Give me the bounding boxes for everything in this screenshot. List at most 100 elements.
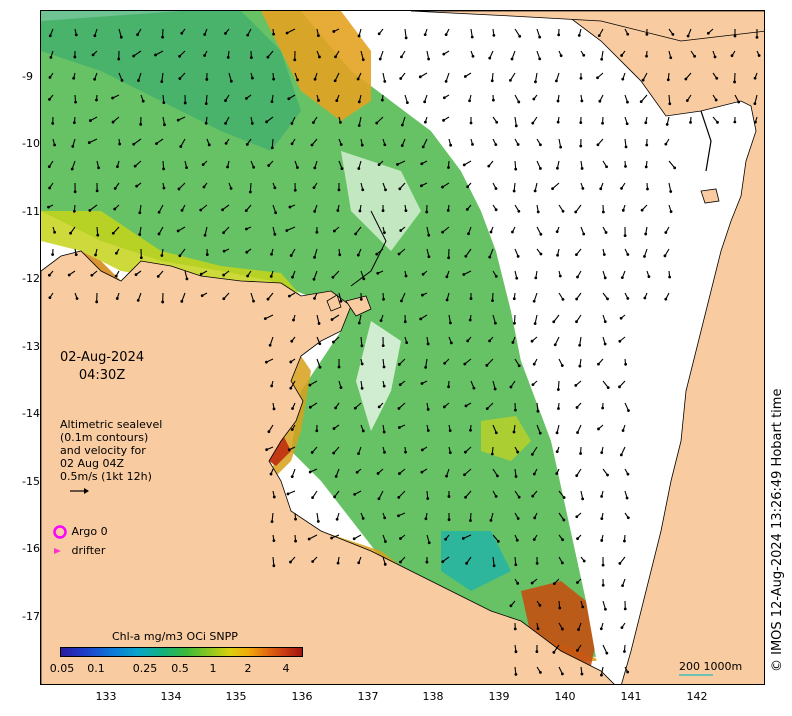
velocity-arrowhead [400, 123, 404, 127]
velocity-arrowhead [644, 121, 648, 125]
velocity-arrowhead [287, 97, 291, 101]
velocity-arrowhead [557, 407, 560, 410]
velocity-arrow [133, 138, 142, 145]
velocity-arrowhead [623, 607, 627, 611]
velocity-arrowhead [310, 143, 314, 147]
velocity-arrowhead [221, 208, 224, 212]
velocity-arrow [378, 490, 384, 499]
velocity-arrowhead [577, 33, 581, 37]
velocity-arrowhead [518, 34, 522, 38]
lon-tick-label: 133 [95, 690, 117, 703]
velocity-arrowhead [94, 253, 97, 257]
velocity-arrowhead [730, 54, 734, 58]
velocity-arrowhead [426, 342, 430, 346]
velocity-arrowhead [288, 205, 292, 209]
velocity-arrowhead [516, 517, 520, 520]
velocity-arrowhead [645, 54, 648, 58]
velocity-arrow [557, 380, 560, 390]
velocity-arrowhead [494, 187, 498, 190]
velocity-arrowhead [72, 76, 76, 80]
velocity-arrowhead [601, 121, 604, 125]
velocity-arrowhead [579, 144, 583, 148]
velocity-arrowhead [51, 253, 55, 256]
velocity-arrowhead [375, 252, 379, 256]
velocity-arrowhead [290, 122, 294, 125]
velocity-arrowhead [606, 473, 609, 477]
velocity-arrowhead [513, 321, 516, 325]
velocity-arrowhead [162, 101, 166, 104]
credit-text: © IMOS 12-Aug-2024 13:26:49 Hobart time [770, 388, 785, 672]
velocity-arrowhead [599, 627, 603, 631]
velocity-arrowhead [222, 231, 226, 235]
velocity-arrowhead [360, 344, 364, 348]
velocity-arrowhead [597, 34, 601, 38]
velocity-arrowhead [463, 450, 467, 454]
velocity-arrowhead [95, 189, 99, 193]
velocity-arrowhead [664, 142, 668, 146]
velocity-arrowhead [669, 190, 673, 193]
velocity-arrowhead [337, 188, 341, 192]
velocity-arrowhead [491, 299, 494, 303]
velocity-arrowhead [689, 120, 692, 124]
colorbar-tick-label: 4 [282, 662, 290, 675]
velocity-arrowhead [355, 470, 359, 474]
velocity-arrowhead [285, 31, 289, 35]
velocity-arrowhead [317, 99, 320, 102]
velocity-arrowhead [136, 298, 140, 302]
velocity-arrow [514, 116, 517, 126]
velocity-arrowhead [93, 77, 97, 81]
lat-tick-label: -16 [22, 542, 40, 555]
velocity-arrowhead [579, 452, 582, 455]
velocity-arrowhead [664, 231, 668, 234]
velocity-arrowhead [596, 76, 599, 80]
velocity-arrowhead [111, 96, 115, 100]
lon-tick-label: 142 [686, 690, 708, 703]
velocity-arrowhead [71, 144, 75, 148]
velocity-arrowhead [665, 123, 669, 126]
lon-tick-label: 138 [422, 690, 444, 703]
velocity-arrowhead [512, 430, 516, 434]
land-island-3 [700, 188, 720, 204]
velocity-arrowhead [332, 427, 336, 430]
velocity-arrowhead [246, 33, 250, 37]
velocity-arrowhead [619, 316, 623, 320]
velocity-arrowhead [495, 120, 499, 124]
sealevel-contours [350, 110, 712, 287]
map-panel[interactable] [40, 10, 765, 685]
velocity-arrowhead [494, 494, 498, 498]
velocity-arrowhead [531, 121, 535, 125]
contour-line [350, 210, 387, 287]
velocity-arrowhead [624, 362, 628, 366]
velocity-arrowhead [530, 581, 534, 585]
date-text: 02-Aug-2024 [60, 350, 145, 365]
velocity-arrowhead [442, 52, 446, 56]
velocity-arrow [533, 292, 538, 302]
velocity-arrowhead [248, 190, 252, 194]
velocity-arrowhead [623, 539, 626, 543]
velocity-arrowhead [597, 427, 600, 431]
velocity-arrow [89, 138, 98, 144]
velocity-arrow [271, 138, 274, 148]
velocity-arrow [553, 314, 560, 323]
velocity-arrowhead [517, 209, 521, 213]
velocity-arrowhead [339, 143, 343, 146]
lat-tick-label: -13 [22, 340, 40, 353]
velocity-arrowhead [444, 79, 448, 83]
velocity-arrowhead [292, 318, 295, 322]
velocity-arrowhead [334, 474, 338, 478]
velocity-arrowhead [382, 365, 386, 369]
velocity-arrowhead [600, 451, 604, 455]
velocity-arrowhead [404, 36, 408, 40]
velocity-arrowhead [263, 317, 267, 321]
velocity-arrowhead [90, 273, 94, 277]
velocity-arrowhead [95, 98, 98, 102]
velocity-arrow [316, 512, 319, 522]
velocity-arrowhead [244, 227, 248, 231]
velocity-arrowhead [639, 100, 643, 104]
velocity-arrow [316, 314, 320, 324]
velocity-arrowhead [291, 407, 294, 410]
velocity-arrowhead [420, 448, 424, 452]
velocity-arrowhead [575, 515, 579, 519]
velocity-arrowhead [383, 143, 387, 147]
velocity-arrowhead [308, 470, 312, 474]
